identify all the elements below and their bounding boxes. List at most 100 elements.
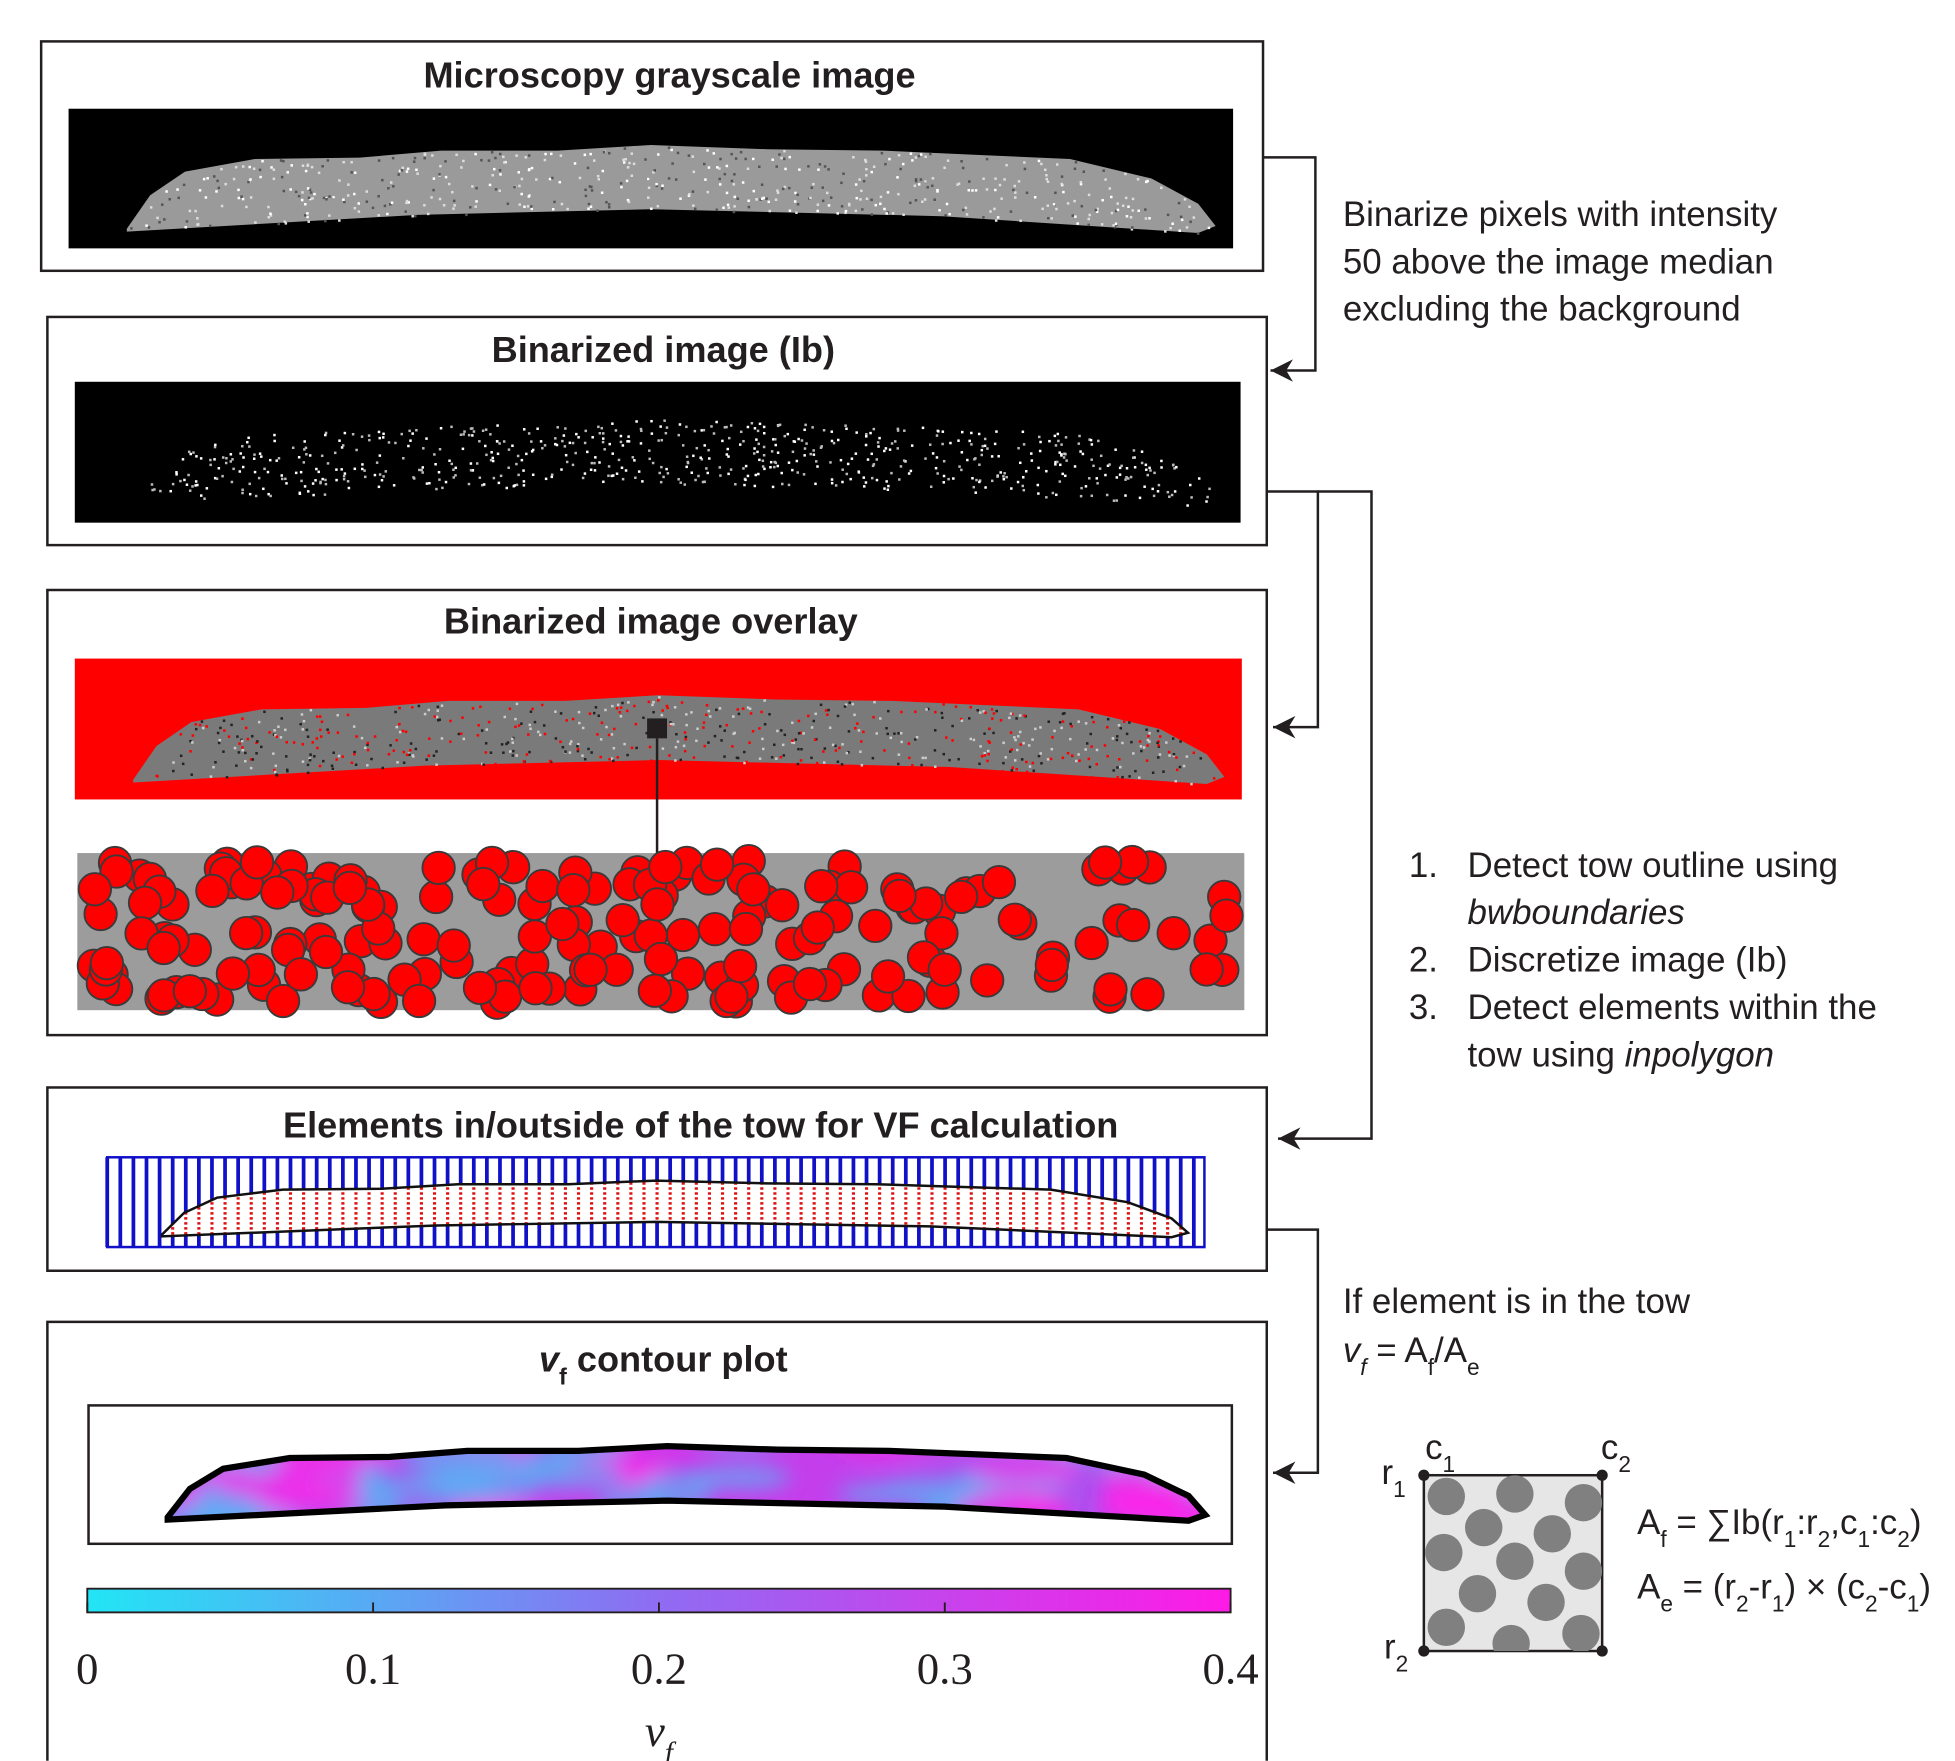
- speckle: [757, 442, 760, 446]
- speckle: [565, 719, 568, 722]
- speckle: [893, 732, 896, 735]
- speckle: [827, 708, 830, 712]
- speckle: [1046, 204, 1050, 207]
- step-text: bwboundaries: [1467, 893, 1684, 932]
- fiber: [870, 959, 906, 994]
- speckle: [931, 177, 935, 180]
- subscript: 2: [1618, 1451, 1631, 1477]
- speckle: [487, 159, 491, 162]
- speckle: [1077, 442, 1081, 445]
- fiber: [260, 875, 295, 910]
- speckle: [182, 183, 186, 187]
- speckle: [357, 202, 360, 205]
- speckle: [986, 749, 990, 753]
- speckle: [392, 484, 396, 487]
- speckle: [191, 485, 194, 488]
- speckle: [650, 419, 653, 423]
- speckle: [762, 425, 766, 429]
- speckle: [635, 420, 638, 423]
- speckle: [235, 764, 238, 767]
- speckle: [529, 710, 533, 713]
- speckle: [1084, 485, 1088, 488]
- speckle: [678, 423, 682, 426]
- speckle: [890, 471, 893, 475]
- speckle: [360, 435, 364, 438]
- speckle: [995, 430, 998, 433]
- speckle: [872, 463, 876, 466]
- speckle: [949, 441, 952, 445]
- speckle: [726, 203, 730, 207]
- speckle: [277, 457, 281, 460]
- speckle: [588, 712, 592, 715]
- speckle: [373, 473, 377, 477]
- speckle: [430, 196, 433, 199]
- speckle: [323, 493, 327, 496]
- speckle: [391, 156, 395, 160]
- speckle: [718, 707, 722, 710]
- speckle: [622, 161, 626, 164]
- speckle: [671, 162, 674, 165]
- text-part: v: [539, 1339, 561, 1380]
- speckle: [503, 715, 507, 719]
- speckle: [569, 740, 573, 743]
- contour-blob: [167, 1446, 184, 1462]
- speckle: [897, 732, 900, 735]
- speckle: [896, 447, 899, 450]
- speckle: [1169, 226, 1172, 230]
- speckle: [533, 720, 537, 724]
- speckle: [1192, 216, 1196, 219]
- speckle: [715, 708, 718, 712]
- speckle: [1100, 223, 1104, 226]
- speckle: [216, 179, 219, 183]
- speckle: [364, 475, 367, 479]
- fiber: [1209, 898, 1244, 933]
- speckle: [597, 178, 601, 181]
- speckle: [943, 166, 946, 170]
- speckle: [1024, 470, 1028, 473]
- connector: [1263, 156, 1317, 382]
- speckle: [1149, 469, 1152, 472]
- speckle: [656, 204, 660, 208]
- speckle: [870, 213, 874, 216]
- speckle: [975, 478, 978, 482]
- speckle: [647, 196, 650, 199]
- speckle: [435, 487, 438, 491]
- speckle: [800, 439, 804, 442]
- speckle: [205, 487, 209, 490]
- speckle: [1090, 745, 1093, 748]
- speckle: [373, 735, 377, 738]
- speckle: [583, 472, 587, 475]
- speckle: [774, 438, 777, 441]
- text-part: ): [1910, 1503, 1922, 1542]
- speckle: [554, 710, 557, 713]
- tick-label: 0.1: [345, 1643, 401, 1693]
- speckle: [844, 703, 848, 706]
- speckle: [791, 739, 794, 742]
- speckle: [1127, 477, 1130, 480]
- speckle: [794, 738, 798, 741]
- speckle: [194, 723, 198, 726]
- speckle: [247, 180, 250, 184]
- speckle: [1045, 496, 1048, 499]
- speckle: [257, 476, 261, 480]
- speckle: [515, 483, 519, 487]
- speckle: [639, 442, 643, 445]
- speckle: [163, 218, 166, 221]
- speckle: [452, 468, 455, 471]
- speckle: [561, 439, 564, 443]
- speckle: [202, 177, 206, 181]
- speckle: [628, 161, 631, 165]
- speckle: [1132, 752, 1135, 755]
- speckle: [600, 426, 604, 430]
- speckle: [524, 156, 528, 159]
- speckle: [980, 754, 984, 758]
- speckle: [752, 189, 756, 193]
- fiber: [1527, 1583, 1565, 1622]
- fiber: [637, 973, 672, 1008]
- speckle: [890, 442, 894, 445]
- speckle: [350, 171, 353, 174]
- speckle: [858, 178, 861, 181]
- speckle: [969, 705, 973, 709]
- speckle: [1171, 737, 1175, 740]
- speckle: [1160, 459, 1163, 463]
